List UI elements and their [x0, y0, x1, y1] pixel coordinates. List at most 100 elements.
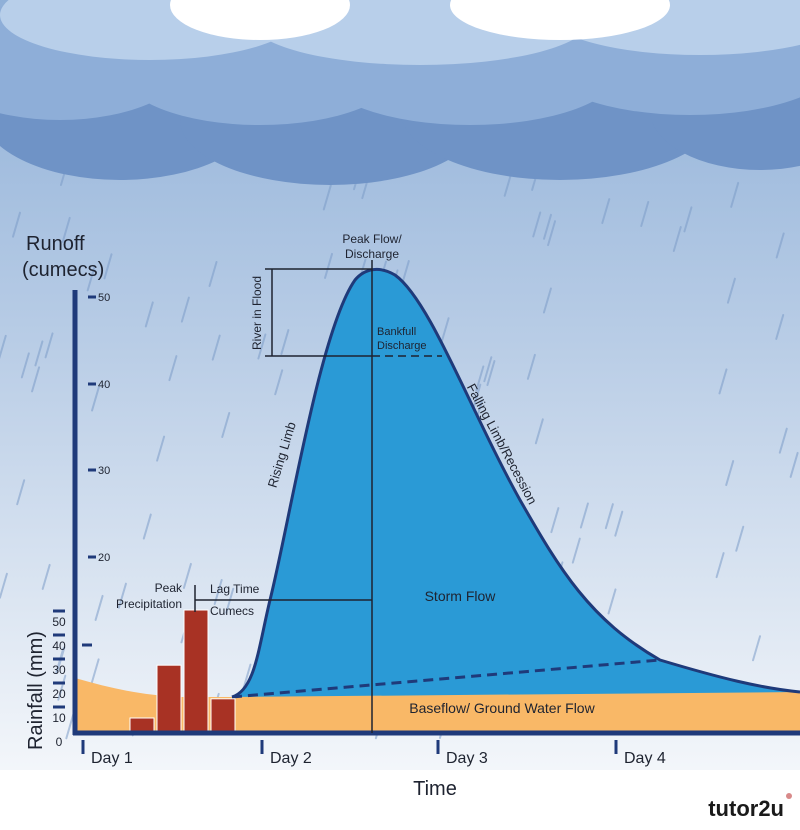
rainfall-bar-1	[129, 717, 155, 732]
annotation-lines	[194, 260, 442, 733]
rain-streak	[486, 360, 496, 387]
rain-streak	[672, 226, 682, 253]
rain-streak	[550, 507, 560, 534]
runoff-tick-50: 50	[98, 292, 110, 304]
rain-streak	[31, 366, 41, 393]
rain-streak	[640, 200, 650, 227]
bankfull-label-line2: Discharge	[377, 340, 427, 352]
storm-flow-area	[231, 267, 800, 699]
baseflow-separation-line	[231, 658, 661, 699]
rain-streak	[526, 353, 536, 380]
rain-streak	[274, 369, 284, 396]
runoff-tick-40: 40	[98, 379, 110, 391]
rain-streak	[579, 502, 589, 529]
rain-streak	[614, 510, 624, 537]
rainfall-tick-0: 0	[56, 735, 63, 749]
rain-streak	[55, 647, 65, 674]
rain-streak	[775, 232, 785, 259]
rain-streak	[94, 594, 104, 621]
rain-streak	[16, 479, 26, 506]
rain-streak	[117, 582, 127, 609]
rain-streak	[103, 253, 113, 280]
rain-streak	[34, 340, 44, 367]
rainfall-ticks	[53, 609, 65, 709]
rain-streak	[571, 537, 581, 564]
peak-flow-label-line1: Peak Flow/	[342, 232, 402, 246]
rain-streak	[607, 588, 617, 615]
rain-streak	[718, 368, 728, 395]
rain-streak	[61, 216, 71, 243]
rain-streak	[324, 252, 334, 279]
tutor2u-logo: tutor2u	[708, 796, 784, 821]
rain-streak	[0, 334, 7, 360]
rain-streak	[789, 451, 799, 478]
rain-streak	[20, 352, 30, 379]
rainfall-axis-label: Rainfall (mm)	[25, 631, 47, 750]
storm-flow-label: Storm Flow	[425, 588, 497, 604]
rainfall-bar-3	[183, 609, 209, 732]
rain-streak	[86, 265, 96, 292]
rain-streak	[280, 329, 290, 356]
rain-streak	[735, 525, 745, 552]
rain-streak	[0, 572, 8, 599]
rain-streak	[601, 198, 611, 225]
rainfall-tick-40: 40	[52, 639, 66, 653]
time-axis-label: Time	[413, 778, 457, 800]
rain-streak	[483, 356, 493, 383]
rain-streak	[12, 211, 22, 238]
rain-streak	[257, 333, 267, 360]
day-2-label: Day 2	[270, 750, 312, 767]
rain-streak	[752, 635, 762, 662]
runoff-ticks	[82, 295, 96, 647]
rain-streak	[547, 220, 557, 247]
peak-precipitation-label-line2: Precipitation	[116, 597, 182, 611]
rain-streak	[778, 427, 788, 454]
rain-streak	[44, 332, 54, 359]
rain-streak	[475, 365, 485, 392]
rain-streak	[440, 317, 450, 344]
rainfall-bar-4	[210, 698, 236, 732]
rain-streak	[242, 663, 252, 690]
lag-time-label: Lag Time	[210, 582, 260, 596]
cumecs-label: Cumecs	[210, 604, 254, 618]
rain-streak	[225, 587, 235, 614]
rain-streak	[221, 411, 231, 438]
rain-streak	[57, 674, 67, 701]
rain-streak	[725, 460, 735, 487]
river-in-flood-label: River in Flood	[250, 276, 264, 350]
rain-streak	[322, 184, 332, 211]
baseflow-label: Baseflow/ Ground Water Flow	[409, 700, 595, 716]
rain-streak	[41, 563, 51, 590]
rain-streak	[730, 181, 740, 208]
rainfall-tick-30: 30	[52, 663, 66, 677]
rain-streak	[91, 385, 101, 412]
logo-mark-icon	[786, 793, 792, 799]
rainfall-tick-20: 20	[52, 687, 66, 701]
rain-streak	[211, 334, 221, 361]
rain-streak	[726, 277, 736, 304]
rainfall-tick-10: 10	[52, 711, 66, 725]
rainfall-tick-50: 50	[52, 615, 66, 629]
rain-streak	[182, 562, 192, 589]
day-ticks	[81, 740, 618, 754]
runoff-tick-30: 30	[98, 465, 110, 477]
runoff-tick-20: 20	[98, 552, 110, 564]
rain-streak	[472, 383, 482, 410]
rain-streak	[168, 355, 178, 382]
rain-streak	[142, 513, 152, 540]
rain-streak	[90, 658, 100, 685]
rain-streak	[65, 713, 75, 740]
rain-streak	[542, 287, 552, 314]
rain-streak	[543, 213, 553, 240]
clouds	[0, 0, 800, 185]
peak-flow-label-line2: Discharge	[345, 247, 399, 261]
rainfall-bars	[129, 609, 236, 732]
footer-background	[0, 770, 800, 830]
day-3-label: Day 3	[446, 750, 488, 767]
rain-streak	[156, 435, 166, 462]
rain-streak	[208, 261, 218, 288]
peak-precipitation-label-line1: Peak	[155, 581, 183, 595]
rain-streak	[532, 211, 542, 238]
rain-streak	[775, 313, 785, 340]
